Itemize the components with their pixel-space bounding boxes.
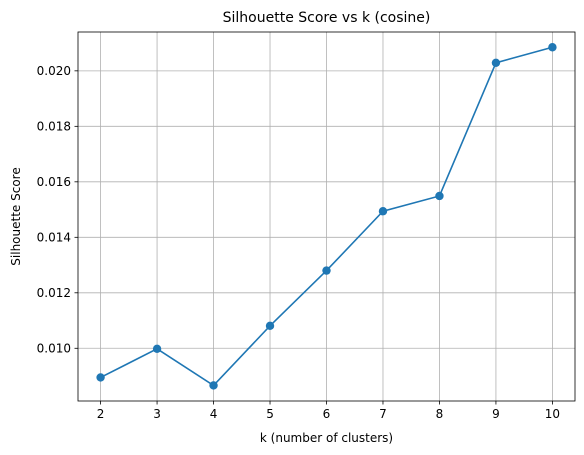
x-tick-label: 10 [545,407,560,421]
x-tick-label: 4 [210,407,218,421]
x-tick-label: 5 [266,407,274,421]
x-tick-label: 8 [436,407,444,421]
grid [78,32,575,401]
x-tick-label: 9 [492,407,500,421]
ticks: 2 3 4 5 6 7 8 9 10 0.010 0.012 0.014 0.016 0.018 0.020 [37,64,560,421]
y-axis-label: Silhouette Score [9,167,23,265]
x-tick-label: 7 [379,407,387,421]
data-point [548,43,557,52]
x-tick-label: 2 [97,407,105,421]
data-point [322,266,331,275]
y-tick-label: 0.010 [37,341,71,355]
data-point [265,321,275,331]
x-tick-label: 6 [323,407,331,421]
y-tick-label: 0.014 [37,230,71,244]
y-tick-label: 0.016 [37,175,71,189]
series-layer [96,43,557,390]
data-point [152,344,162,354]
chart-title: Silhouette Score vs k (cosine) [223,10,431,26]
data-point [435,191,444,201]
y-tick-label: 0.018 [37,119,71,133]
y-tick-label: 0.020 [37,64,71,78]
data-point [491,58,501,67]
data-point [378,207,388,216]
y-tick-label: 0.012 [37,286,71,300]
x-axis-label: k (number of clusters) [260,431,393,445]
data-point [209,381,218,390]
data-point [96,373,105,382]
x-tick-label: 3 [153,407,161,421]
